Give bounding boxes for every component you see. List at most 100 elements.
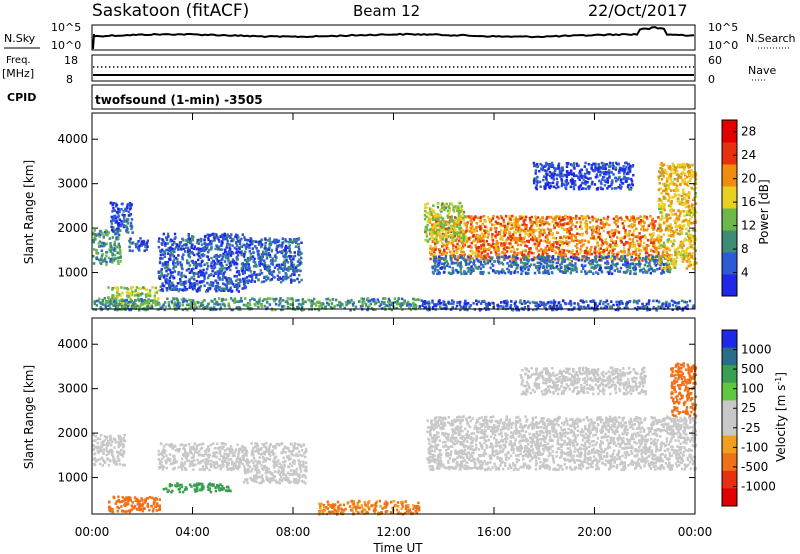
power-cell xyxy=(127,203,130,206)
power-cell xyxy=(646,271,649,274)
power-cell xyxy=(634,247,638,251)
power-cell xyxy=(688,179,692,182)
power-cell xyxy=(267,269,270,273)
power-cell xyxy=(616,225,619,228)
power-cell xyxy=(227,259,230,263)
power-cell xyxy=(458,233,462,236)
power-cell xyxy=(249,257,252,260)
power-cell xyxy=(167,252,170,255)
power-cell xyxy=(471,225,474,228)
power-cell xyxy=(568,262,571,265)
power-cell xyxy=(635,262,638,266)
power-cell xyxy=(161,257,164,260)
power-cell xyxy=(211,284,214,288)
power-cell xyxy=(369,299,372,302)
power-cell xyxy=(691,175,694,178)
power-cell xyxy=(109,297,112,301)
power-cell xyxy=(643,263,647,267)
power-cell xyxy=(675,187,678,190)
power-cell xyxy=(202,249,206,253)
power-cell xyxy=(684,252,687,256)
power-cell xyxy=(153,299,156,302)
power-cell xyxy=(658,203,661,206)
power-cell xyxy=(596,218,600,221)
power-cell xyxy=(677,163,680,167)
power-cell xyxy=(173,305,176,309)
power-cell xyxy=(669,174,673,178)
power-cell xyxy=(453,222,457,225)
power-cell xyxy=(203,253,206,257)
power-cell xyxy=(163,301,167,304)
power-cell xyxy=(683,162,686,166)
power-cell xyxy=(438,250,441,253)
power-cell xyxy=(228,250,231,254)
power-cell xyxy=(191,252,194,255)
power-cell xyxy=(281,279,285,282)
power-cell xyxy=(627,248,630,252)
power-cell xyxy=(144,245,147,249)
power-cell xyxy=(132,304,135,308)
power-cell xyxy=(626,233,629,237)
freq-label: Freq. xyxy=(6,55,31,66)
power-cell xyxy=(119,294,122,297)
power-cell xyxy=(469,260,472,264)
power-cell xyxy=(198,239,202,242)
power-cell xyxy=(365,304,368,308)
power-cell xyxy=(634,268,637,272)
power-cell xyxy=(603,183,606,187)
power-cell xyxy=(574,225,577,228)
power-cell xyxy=(117,293,120,297)
power-cell xyxy=(668,266,671,269)
power-cell xyxy=(257,253,260,256)
power-cell xyxy=(668,255,671,258)
power-cell xyxy=(240,262,244,266)
power-cell xyxy=(686,256,689,259)
power-cell xyxy=(207,238,210,242)
power-cell xyxy=(176,261,179,264)
power-cell xyxy=(283,255,286,259)
power-cell xyxy=(595,255,599,258)
power-cell xyxy=(452,271,455,274)
power-cell xyxy=(164,244,167,247)
power-cell xyxy=(146,245,149,248)
cpid-panel: CPID twofsound (1-min) -3505 xyxy=(7,84,696,110)
power-cell xyxy=(217,246,220,250)
power-cell xyxy=(300,256,303,260)
power-cell xyxy=(198,250,201,254)
power-cell xyxy=(596,272,600,275)
power-cell xyxy=(538,271,541,274)
power-cell xyxy=(214,285,217,288)
power-cell xyxy=(495,256,499,259)
power-cell xyxy=(140,298,143,301)
power-cell xyxy=(687,234,690,238)
power-cell xyxy=(255,246,258,250)
power-cell xyxy=(170,251,173,255)
power-cell xyxy=(468,244,472,248)
power-cell xyxy=(537,257,540,260)
power-cell xyxy=(208,283,211,287)
power-cell xyxy=(543,231,546,234)
power-cell xyxy=(230,239,233,243)
power-cell xyxy=(92,248,96,251)
power-cell xyxy=(105,251,108,254)
power-cell xyxy=(245,280,248,284)
power-cell xyxy=(672,164,675,167)
power-cell xyxy=(248,266,251,269)
power-cell xyxy=(178,288,181,291)
power-cell xyxy=(659,205,662,208)
power-cell xyxy=(454,268,458,272)
power-cell xyxy=(274,253,277,257)
power-cell xyxy=(344,300,348,304)
power-cell xyxy=(206,276,210,280)
power-cell xyxy=(121,202,124,206)
power-cell xyxy=(449,254,452,258)
power-cell xyxy=(233,246,236,250)
power-cell xyxy=(668,270,672,274)
power-cell xyxy=(638,252,641,256)
power-cell xyxy=(258,297,261,301)
power-cell xyxy=(181,288,185,292)
power-cell xyxy=(242,263,245,267)
power-cell xyxy=(520,216,524,220)
power-cell xyxy=(454,217,457,220)
power-cell xyxy=(117,243,120,247)
